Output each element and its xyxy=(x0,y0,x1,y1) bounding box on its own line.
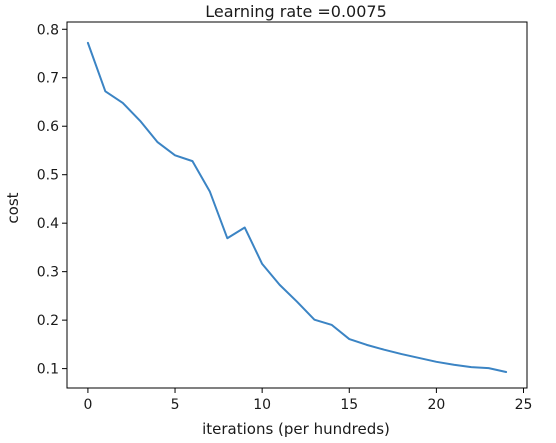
x-tick-label: 5 xyxy=(171,397,180,413)
y-tick-label: 0.1 xyxy=(37,362,59,378)
y-tick-label: 0.4 xyxy=(37,216,59,232)
cost-series-line xyxy=(86,41,508,373)
plot-frame xyxy=(66,21,528,389)
y-tick-label: 0.8 xyxy=(37,22,59,38)
y-axis-title: cost xyxy=(4,192,22,223)
x-tick-label: 10 xyxy=(253,397,271,413)
x-tick-label: 15 xyxy=(340,397,358,413)
y-tick-label: 0.5 xyxy=(37,168,59,184)
chart-title: Learning rate =0.0075 xyxy=(205,2,387,21)
x-tick-label: 25 xyxy=(515,397,533,413)
y-tick-label: 0.3 xyxy=(37,265,59,281)
plot-area xyxy=(86,41,508,373)
y-tick-label: 0.2 xyxy=(37,313,59,329)
y-tick-label: 0.6 xyxy=(37,119,59,135)
axes: 0 5 10 15 20 25 0.1 0.2 0.3 0.4 0.5 0.6 0.7 0.8 xyxy=(37,21,533,413)
x-axis-title: iterations (per hundreds) xyxy=(202,420,390,438)
x-tick-label: 0 xyxy=(83,397,92,413)
y-tick-label: 0.7 xyxy=(37,71,59,87)
x-tick-label: 20 xyxy=(427,397,445,413)
